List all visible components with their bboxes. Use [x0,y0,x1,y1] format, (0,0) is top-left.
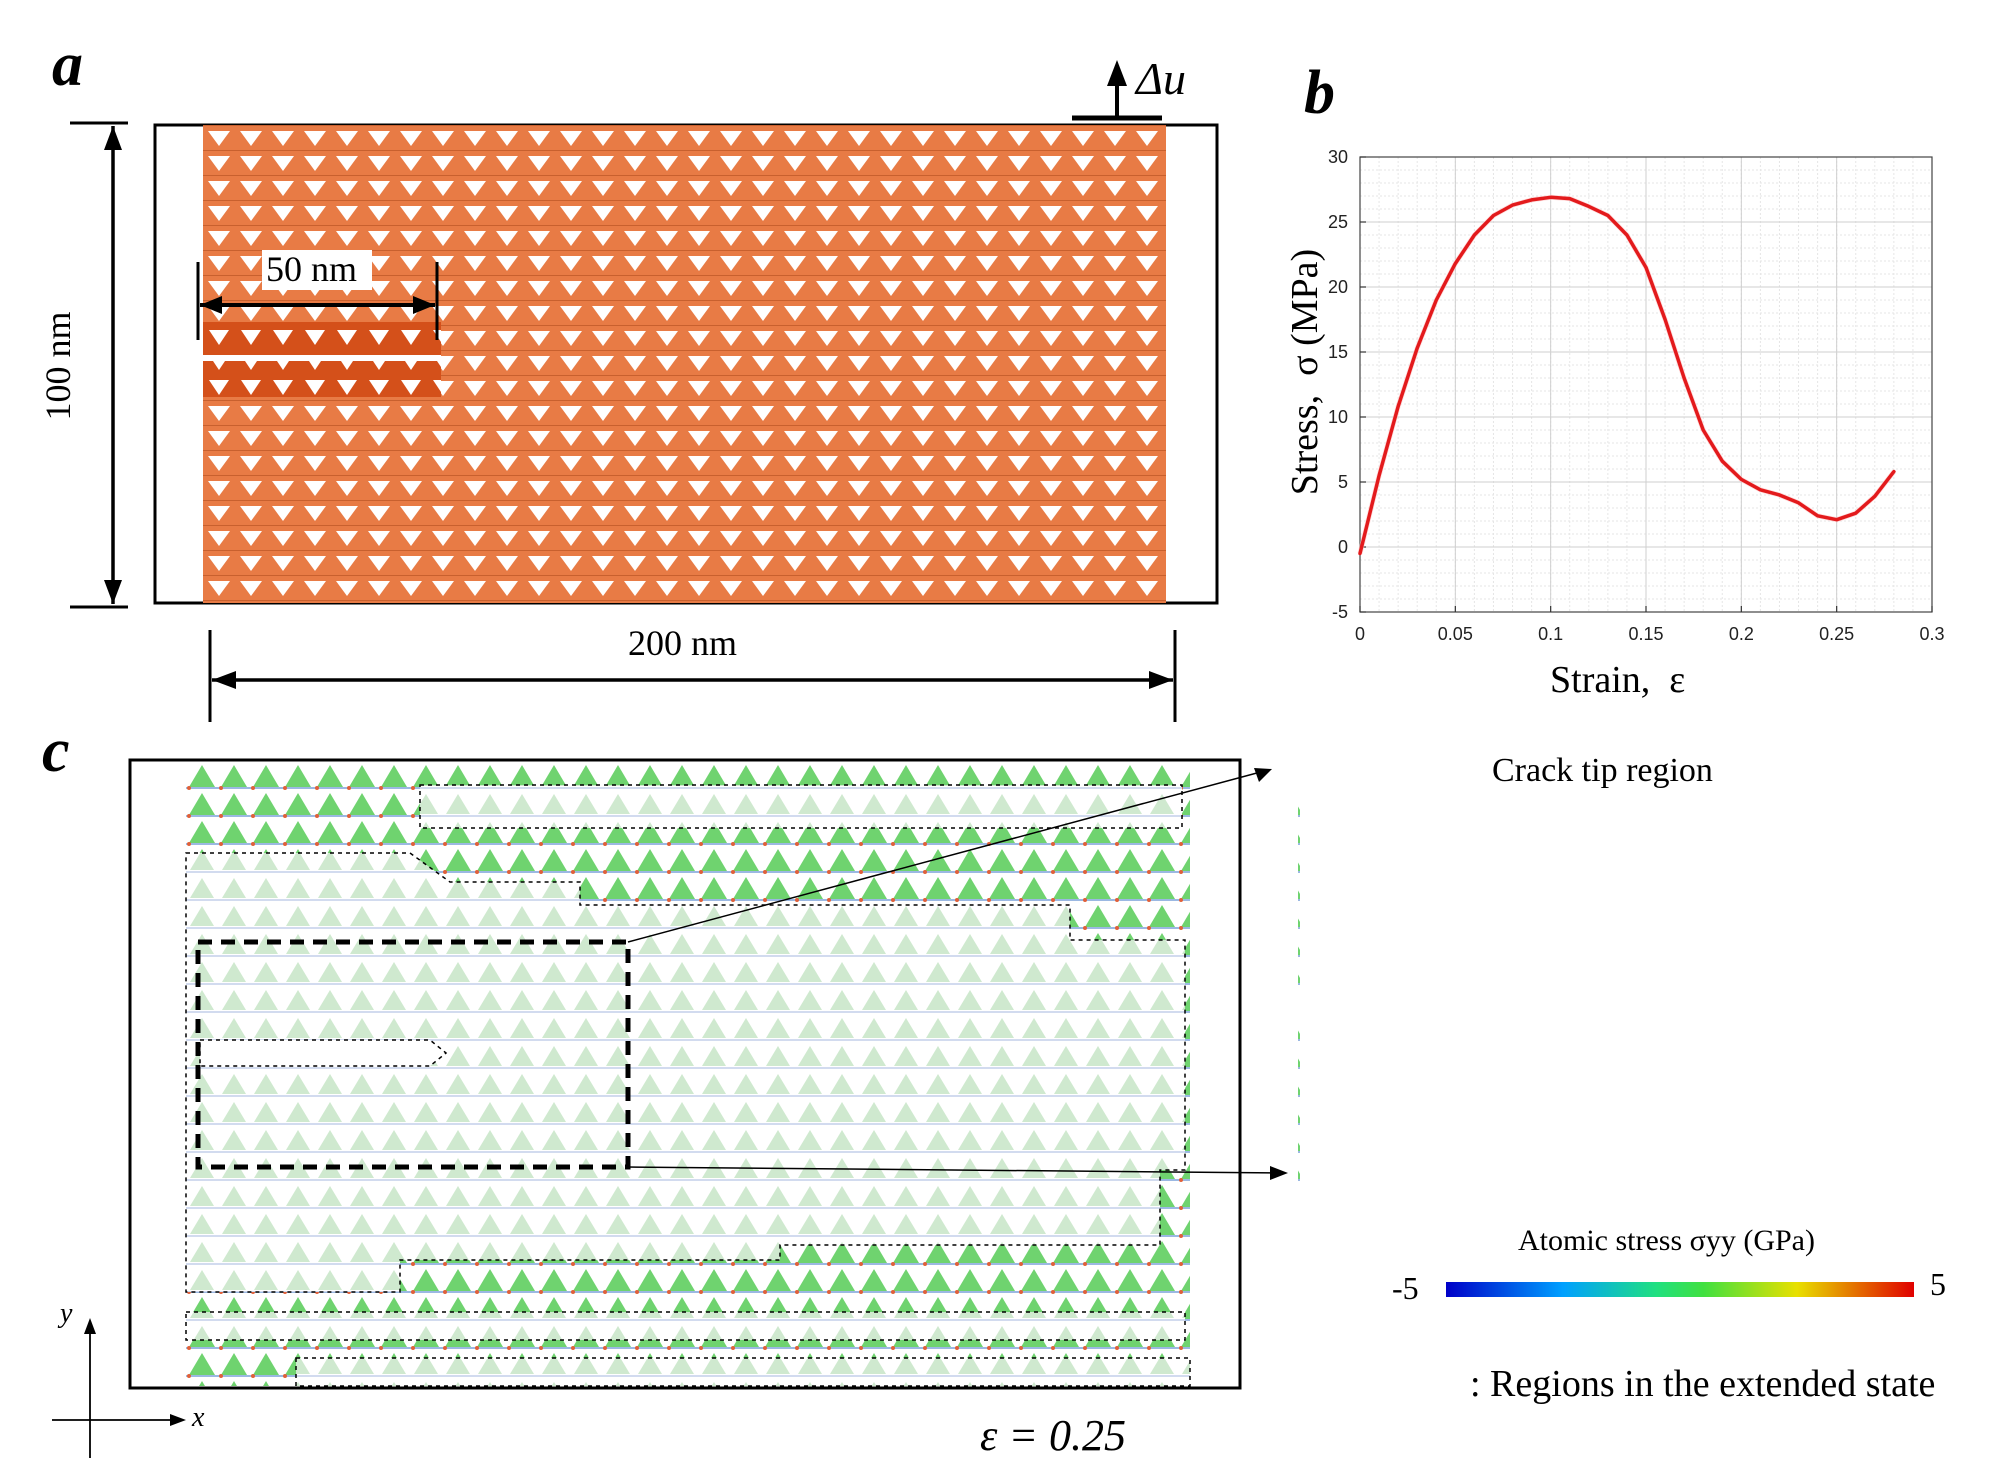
crack-opening [199,1039,448,1067]
chart-tick-label-y: 10 [1328,407,1348,427]
chart-tick-label-y: 25 [1328,212,1348,232]
chart-tick-label-x: 0.05 [1438,624,1473,644]
chart-tick-label-y: 5 [1338,472,1348,492]
chart-series-line [1358,195,1896,556]
load-label: Δu [1136,53,1186,104]
chart-x-axis-label: Strain, ε [1550,659,1686,701]
panel-c-label: c [42,717,70,785]
panel-a-figure [70,60,1219,722]
chart-tick-label-y: 30 [1328,147,1348,167]
chart-y-axis-label: Stress, σ (MPa) [1284,248,1326,496]
chart-tick-label-x: 0.3 [1919,624,1944,644]
panel-a-crack-band-lower [203,361,441,397]
colorbar-title: Atomic stress σyy (GPa) [1518,1224,1815,1257]
chart-tick-label-y: 15 [1328,342,1348,362]
extended-region [185,852,1186,1293]
chart-tick-label-y: -5 [1332,602,1348,622]
height-label: 100 nm [38,311,78,421]
chart-tick-label-y: 20 [1328,277,1348,297]
crack-tip-box [195,939,631,1170]
chart-tick-label-y: 0 [1338,537,1348,557]
panel-a-crack-gap [203,355,441,361]
x-axis-label: x [192,1402,205,1433]
chart-tick-label-x: 0.15 [1628,624,1663,644]
strain-value: ε = 0.25 [980,1411,1127,1460]
chart-tick-label-x: 0.2 [1729,624,1754,644]
chart-tick-label-x: 0 [1355,624,1365,644]
chart-tick-label-x: 0.1 [1538,624,1563,644]
colorbar-min: -5 [1392,1270,1419,1306]
panel-a-crack-band-upper [203,322,441,355]
panel-b-label: b [1304,59,1335,127]
panel-a-label: a [52,31,83,99]
crack-length-label: 50 nm [266,249,358,289]
colorbar-max: 5 [1930,1266,1946,1302]
inset-title: Crack tip region [1492,752,1713,789]
stress-strain-chart: 0 0.05 0.1 0.15 0.2 0.25 0.3 -5 0 5 10 15 20 25 30 [1328,147,1945,644]
colorbar [1446,1282,1914,1297]
chart-tick-label-x: 0.25 [1819,624,1854,644]
width-label: 200 nm [628,623,738,663]
legend-label: : Regions in the extended state [1470,1363,1936,1405]
panel-c-figure [52,758,1300,1458]
y-axis-label: y [60,1298,73,1329]
panel-c-frame [128,758,1242,1390]
